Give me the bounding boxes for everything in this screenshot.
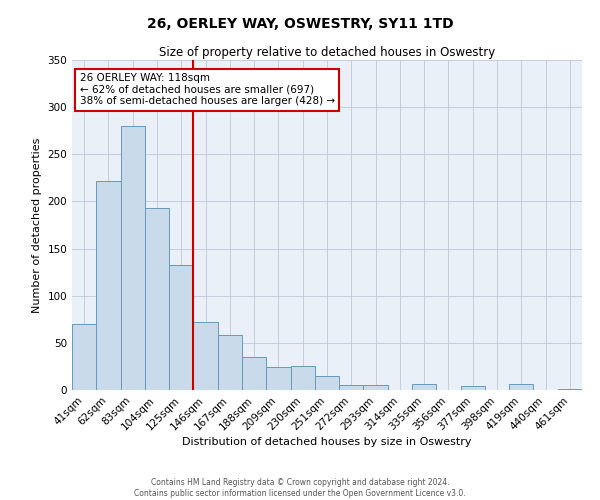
Text: 26 OERLEY WAY: 118sqm
← 62% of detached houses are smaller (697)
38% of semi-det: 26 OERLEY WAY: 118sqm ← 62% of detached … (80, 73, 335, 106)
Bar (461, 386, 485, 390)
Bar (218, 336, 242, 390)
Bar (509, 384, 533, 390)
Bar (315, 376, 339, 390)
Bar (169, 264, 193, 390)
Title: Size of property relative to detached houses in Oswestry: Size of property relative to detached ho… (159, 46, 495, 59)
Text: 26, OERLEY WAY, OSWESTRY, SY11 1TD: 26, OERLEY WAY, OSWESTRY, SY11 1TD (146, 18, 454, 32)
Bar (193, 322, 218, 390)
Y-axis label: Number of detached properties: Number of detached properties (32, 138, 42, 312)
Bar (364, 386, 388, 390)
Text: Contains HM Land Registry data © Crown copyright and database right 2024.
Contai: Contains HM Land Registry data © Crown c… (134, 478, 466, 498)
X-axis label: Distribution of detached houses by size in Oswestry: Distribution of detached houses by size … (182, 438, 472, 448)
Bar (96, 180, 121, 390)
Bar (266, 368, 290, 390)
Bar (290, 366, 315, 390)
Bar (121, 126, 145, 390)
Bar (558, 389, 582, 390)
Bar (72, 324, 96, 390)
Bar (339, 386, 364, 390)
Bar (145, 208, 169, 390)
Bar (242, 357, 266, 390)
Bar (412, 384, 436, 390)
